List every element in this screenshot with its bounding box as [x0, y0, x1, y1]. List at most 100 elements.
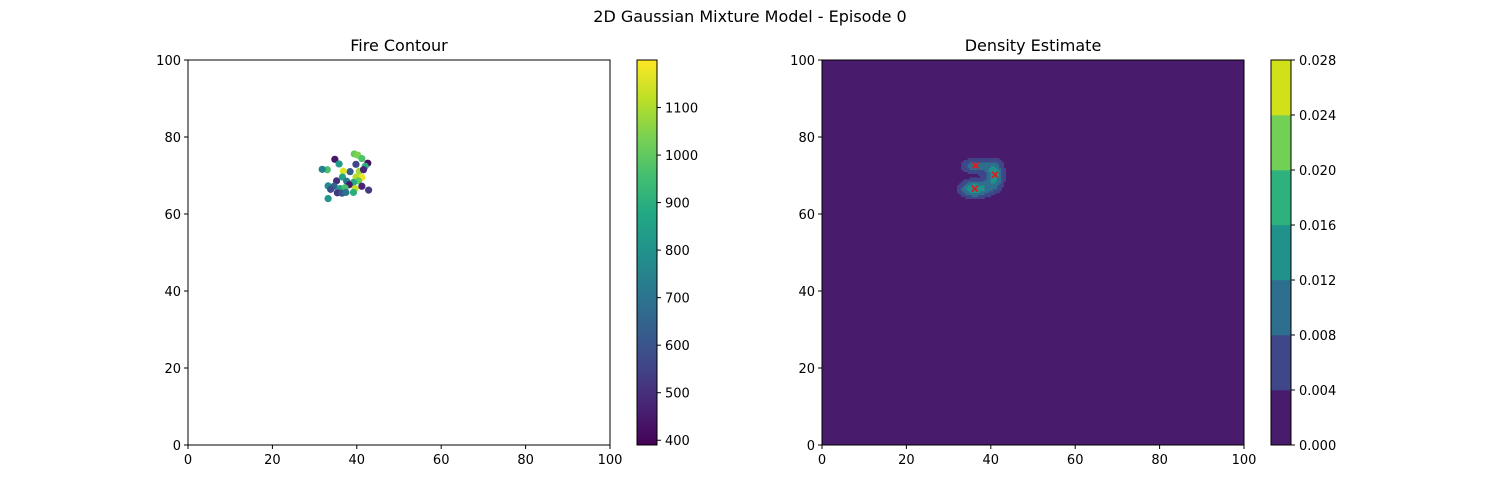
density-cell: [990, 188, 994, 192]
density-cell: [984, 190, 987, 194]
density-cell: [992, 163, 996, 167]
scatter-point: [331, 155, 339, 163]
density-cell: [990, 165, 994, 169]
density-cell: [997, 187, 1000, 190]
density-cell: [984, 192, 987, 196]
density-cell: [978, 173, 981, 176]
density-cell: [980, 179, 983, 182]
density-cell: [992, 188, 996, 192]
density-cell: [961, 185, 964, 188]
density-cell: [967, 162, 971, 165]
density-cell: [990, 160, 994, 163]
density-cell: [978, 163, 981, 167]
density-cell: [988, 158, 992, 161]
density-cell: [980, 194, 983, 198]
density-cell: [995, 169, 998, 173]
density-cell: [969, 196, 973, 199]
density-cell: [982, 190, 985, 194]
density-cell: [982, 162, 985, 165]
colorbar-tick-label: 1000: [665, 149, 698, 164]
density-cell: [999, 188, 1002, 192]
density-cell: [997, 188, 1000, 192]
scatter-point: [342, 188, 350, 197]
density-cell: [969, 158, 973, 161]
density-cell: [967, 167, 971, 171]
density-cell: [982, 187, 985, 190]
density-cell: [965, 183, 968, 186]
density-cell: [978, 188, 981, 192]
density-cell: [978, 190, 981, 194]
density-cell: [969, 179, 973, 182]
density-cell: [988, 187, 992, 190]
x-tick-label: 40: [983, 453, 1000, 468]
density-cell: [997, 185, 1000, 188]
density-cell: [982, 188, 985, 192]
density-cell: [984, 167, 987, 171]
density-cell: [976, 181, 979, 184]
colorbar-band: [1271, 60, 1291, 116]
density-cell: [986, 175, 990, 178]
density-cell: [973, 179, 977, 182]
density-cell: [980, 162, 983, 165]
density-cell: [978, 160, 981, 163]
density-cell: [959, 185, 962, 188]
colorbar-tick-label: 0.024: [1299, 109, 1336, 124]
colorbar-band: [1271, 115, 1291, 171]
density-cell: [963, 163, 966, 167]
density-cell: [986, 192, 990, 196]
scatter-point: [349, 188, 358, 197]
density-cell: [992, 160, 996, 163]
density-cell: [984, 185, 987, 188]
density-cell: [978, 194, 981, 198]
chart-title: Density Estimate: [965, 36, 1102, 55]
density-cell: [980, 181, 983, 184]
density-cell: [971, 179, 975, 182]
density-cell: [978, 169, 981, 173]
density-cell: [978, 158, 981, 161]
density-cell: [973, 183, 977, 186]
density-cell: [976, 177, 979, 180]
density-cell: [969, 188, 973, 192]
colorbar-band: [1271, 335, 1291, 391]
density-cell: [984, 187, 987, 190]
density-cell: [976, 167, 979, 171]
density-cell: [1003, 167, 1006, 171]
density-cell: [963, 179, 966, 182]
density-cell: [978, 165, 981, 169]
density-cell: [980, 163, 983, 167]
density-cell: [995, 185, 998, 188]
density-cell: [980, 183, 983, 186]
density-cell: [963, 169, 966, 173]
density-cell: [986, 163, 990, 167]
density-cell: [963, 185, 966, 188]
density-cell: [976, 196, 979, 199]
density-cell: [982, 196, 985, 199]
density-cell: [982, 165, 985, 169]
density-cell: [995, 177, 998, 180]
density-cell: [978, 187, 981, 190]
density-cell: [988, 175, 992, 178]
density-cell: [1001, 179, 1004, 182]
density-cell: [995, 158, 998, 161]
y-tick-label: 80: [164, 131, 181, 146]
cluster-center-marker: [971, 184, 979, 193]
density-cell: [980, 169, 983, 173]
density-cell: [965, 192, 968, 196]
density-cell: [961, 163, 964, 167]
density-cell: [976, 192, 979, 196]
density-cell: [995, 190, 998, 194]
density-cell: [982, 185, 985, 188]
density-cell: [1001, 185, 1004, 188]
density-cell: [961, 167, 964, 171]
density-cell: [969, 163, 973, 167]
density-cell: [973, 162, 977, 165]
density-cell: [967, 192, 971, 196]
density-cell: [1001, 162, 1004, 165]
density-cell: [963, 190, 966, 194]
y-tick-label: 20: [164, 362, 181, 377]
density-cell: [967, 181, 971, 184]
density-cell: [997, 165, 1000, 169]
density-cell: [963, 162, 966, 165]
